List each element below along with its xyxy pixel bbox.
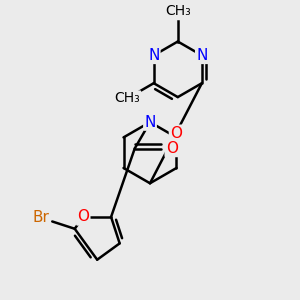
Text: CH₃: CH₃ xyxy=(165,4,191,18)
Text: N: N xyxy=(144,115,156,130)
Text: CH₃: CH₃ xyxy=(114,92,140,106)
Text: N: N xyxy=(148,48,159,63)
Text: O: O xyxy=(170,126,182,141)
Text: O: O xyxy=(166,141,178,156)
Text: O: O xyxy=(77,209,89,224)
Text: Br: Br xyxy=(33,210,50,225)
Text: N: N xyxy=(196,48,208,63)
